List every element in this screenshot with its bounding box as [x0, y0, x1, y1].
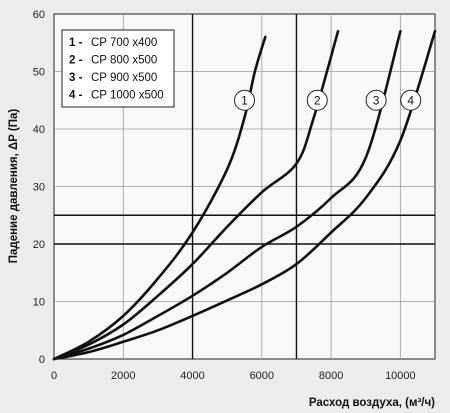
y-tick-label: 60	[33, 9, 45, 21]
legend-entry: 2 - CP 800 x500	[69, 55, 157, 67]
y-tick-label: 0	[39, 354, 45, 366]
series-label-2: 2	[314, 93, 321, 107]
legend: 1 - CP 700 x400 2 - CP 800 x500 3 - CP 900 x5…	[61, 29, 175, 108]
x-tick-label: 8000	[319, 370, 343, 382]
series-label-bubble-4	[400, 89, 422, 111]
legend-label: CP 700 x400	[91, 37, 157, 49]
series-line-3	[52, 30, 402, 361]
legend-entry: 1 - CP 700 x400	[69, 37, 157, 49]
legend-number: 4 -	[69, 90, 83, 102]
series-line-4	[52, 30, 437, 361]
x-tick-label: 4000	[180, 370, 204, 382]
series-label-3: 3	[373, 93, 380, 107]
legend-box	[61, 29, 175, 108]
series-labels: 1 2 3 4	[234, 89, 422, 111]
y-tick-label: 10	[33, 297, 45, 309]
series-line-1	[52, 35, 267, 361]
y-tick-label: 30	[33, 182, 45, 194]
x-tick-label: 6000	[250, 370, 274, 382]
y-axis-label: Падение давления, ΔP (Па)	[8, 109, 20, 264]
y-tick-labels: 0 10 20 30 40 50 60	[33, 9, 45, 366]
x-tick-label: 2000	[111, 370, 135, 382]
series-label-bubble-3	[365, 89, 387, 111]
legend-number: 2 -	[69, 55, 83, 67]
x-tick-labels: 0 2000 4000 6000 8000 10000	[51, 370, 416, 382]
y-tick-label: 40	[33, 124, 45, 136]
series-label-bubble-2	[306, 89, 328, 111]
legend-number: 3 -	[69, 72, 83, 84]
series-label-1: 1	[241, 93, 248, 107]
x-axis-label: Расход воздуха, (м³/ч)	[309, 397, 435, 409]
x-tick-label: 10000	[385, 370, 416, 382]
legend-entry: 3 - CP 900 x500	[69, 72, 157, 84]
series-line-2	[52, 30, 340, 361]
series-label-4: 4	[407, 93, 414, 107]
legend-label: CP 1000 x500	[91, 90, 164, 102]
highlight-lines	[54, 14, 435, 359]
data-series	[52, 30, 437, 361]
y-tick-label: 20	[33, 239, 45, 251]
y-tick-label: 50	[33, 67, 45, 79]
x-tick-label: 0	[51, 370, 57, 382]
legend-label: CP 900 x500	[91, 72, 157, 84]
series-label-bubble-1	[234, 89, 255, 111]
legend-number: 1 -	[69, 37, 83, 49]
legend-label: CP 800 x500	[91, 55, 157, 67]
legend-entry: 4 - CP 1000 x500	[69, 90, 164, 102]
